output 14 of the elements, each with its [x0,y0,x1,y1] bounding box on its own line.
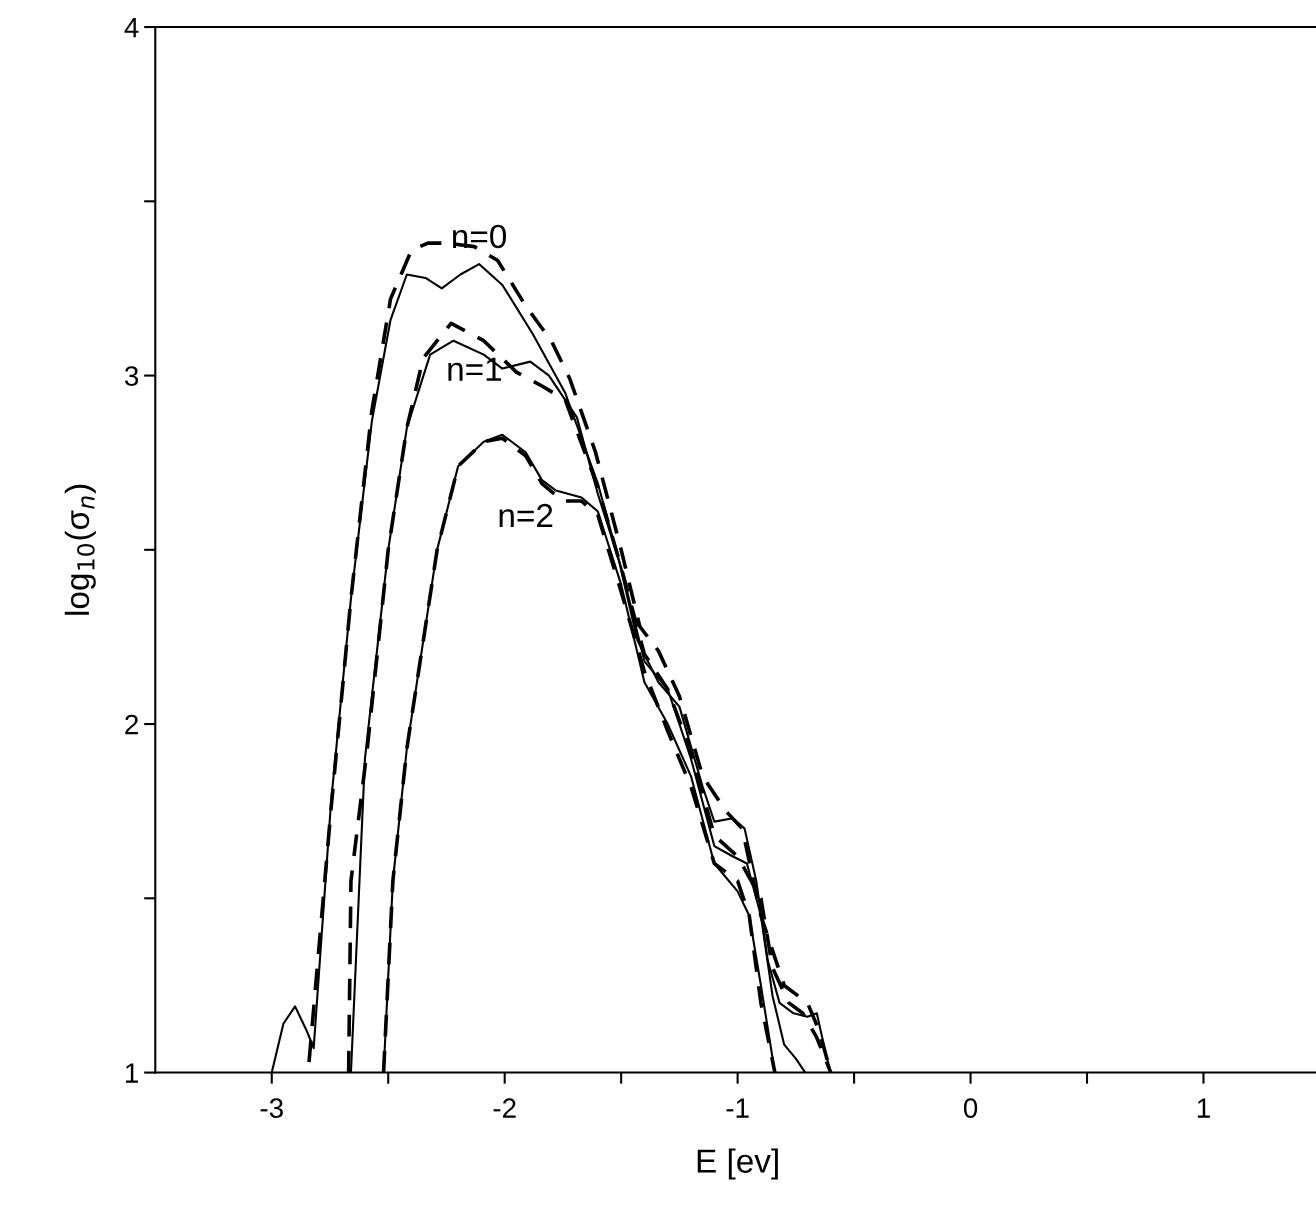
annotation: n=0 [453,224,507,249]
y-tick-label: 3 [124,366,139,386]
x-tick-label: -1 [726,1098,749,1118]
y-tick-label: 2 [125,714,138,735]
x-tick-label: 1 [1197,1098,1210,1118]
annotation: n=1 [448,357,502,381]
x-tick-label: -2 [493,1098,516,1118]
y-axis-title: log$_{10}$(σ$_{n}$) [64,484,96,615]
y-tick-label: 1 [125,1063,138,1083]
x-tick-label: -3 [260,1098,283,1118]
annotation: n=2 [499,503,553,528]
y-tick-label: 4 [124,18,139,38]
x-axis-title: E [ev] [697,1148,778,1180]
x-tick-label: 0 [963,1098,978,1118]
